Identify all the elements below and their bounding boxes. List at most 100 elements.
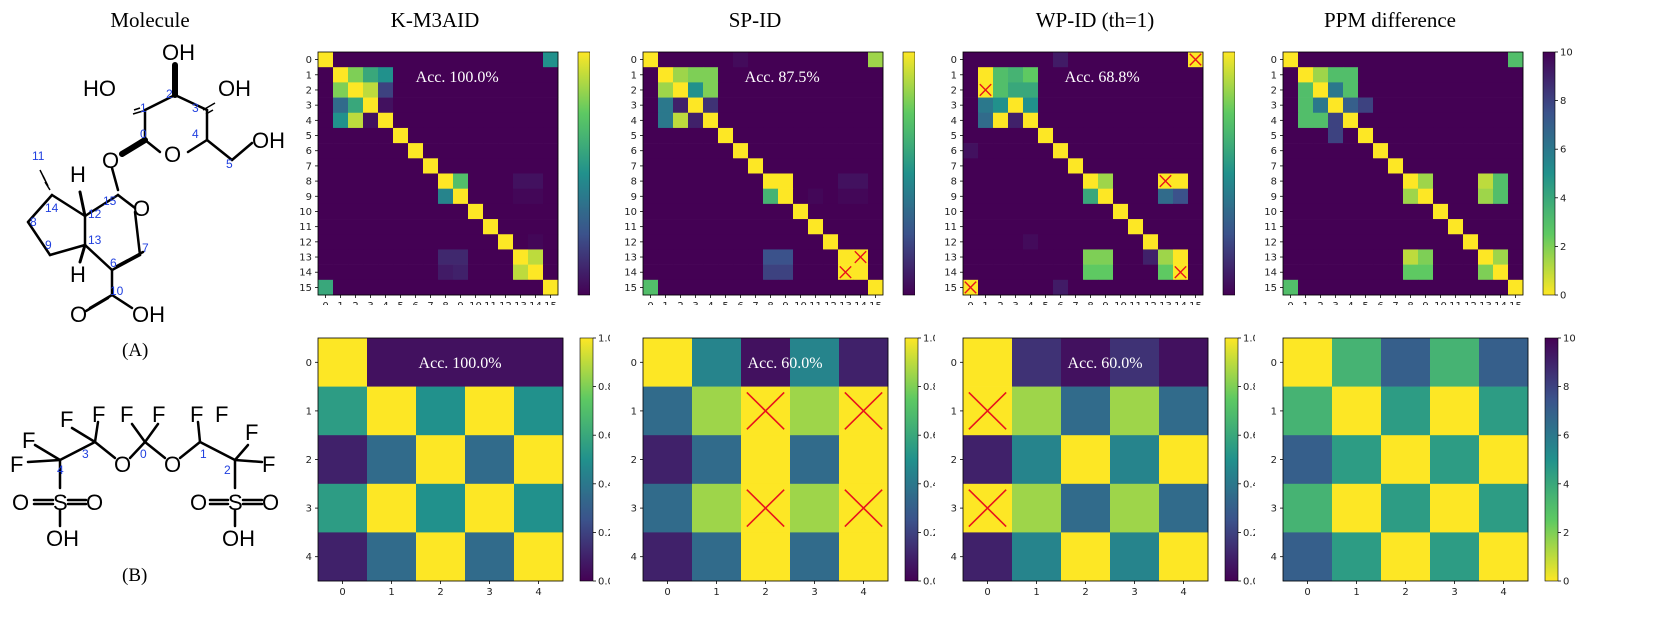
heatmap-cell xyxy=(363,158,379,174)
heatmap-cell xyxy=(763,203,779,220)
heatmap-cell xyxy=(1098,82,1114,98)
y-tick-label: 8 xyxy=(951,177,957,188)
heatmap-cell xyxy=(993,264,1009,281)
heatmap-wpid-b: 0 0 1 1 2 2 3 3 4 4 Acc. 60.0% 0.0 0.2 0.4 0.6 0.8 1.0 xyxy=(951,334,1255,599)
x-tick-label: 14 xyxy=(529,301,542,305)
heatmap-cell xyxy=(838,52,854,68)
heatmap-cell xyxy=(643,112,659,129)
heatmap-cell xyxy=(748,158,764,174)
heatmap-cell xyxy=(748,67,764,83)
heatmap-cell xyxy=(1110,483,1160,533)
heatmap-cell xyxy=(823,219,839,235)
heatmap-cell xyxy=(1313,52,1329,68)
heatmap-cell xyxy=(1061,435,1111,485)
heatmap-cell xyxy=(348,249,364,265)
heatmap-cell xyxy=(543,219,559,235)
heatmap-cell xyxy=(1188,143,1204,159)
x-tick-label: 4 xyxy=(707,301,713,305)
colorbar-tick-label: 0.6 xyxy=(923,431,935,442)
heatmap-cell xyxy=(1283,188,1299,205)
heatmap-cell xyxy=(468,97,484,114)
heatmap-cell xyxy=(1403,52,1419,68)
heatmap-cell xyxy=(1038,82,1054,98)
heatmap-cell xyxy=(688,219,704,235)
heatmap-cell xyxy=(748,143,764,159)
heatmap-cell xyxy=(1038,112,1054,129)
heatmap-cell xyxy=(1328,127,1344,144)
heatmap-cell xyxy=(1038,143,1054,159)
heatmap-cell xyxy=(1098,249,1114,265)
column-title-molecule: Molecule xyxy=(110,8,190,32)
heatmap-cell xyxy=(763,82,779,98)
heatmap-cell xyxy=(838,127,854,144)
atom-o-carbonyl: O xyxy=(70,302,87,327)
heatmap-cell xyxy=(318,386,368,436)
heatmap-cell xyxy=(963,532,1013,582)
y-tick-label: 3 xyxy=(951,504,957,515)
heatmap-cell xyxy=(1068,234,1084,250)
heatmap-cell xyxy=(778,203,794,220)
x-tick-label: 15 xyxy=(1189,301,1202,305)
heatmap-cell xyxy=(868,82,884,98)
heatmap-cell xyxy=(1068,279,1084,296)
heatmap-cell xyxy=(838,249,854,265)
heatmap-cell xyxy=(1283,112,1299,129)
heatmap-cell xyxy=(1328,112,1344,129)
heatmap-cell xyxy=(498,52,514,68)
x-tick-label: 4 xyxy=(535,587,541,598)
colorbar-tick-label: 1.0 xyxy=(598,334,610,345)
heatmap-cell xyxy=(348,97,364,114)
heatmap-cell xyxy=(703,219,719,235)
heatmap-cell xyxy=(408,52,424,68)
heatmap-cell xyxy=(438,158,454,174)
heatmap-cell xyxy=(468,188,484,205)
heatmap-cell xyxy=(1313,67,1329,83)
heatmap-cell xyxy=(963,52,979,68)
heatmap-cell xyxy=(993,279,1009,296)
colorbar xyxy=(577,51,590,296)
heatmap-cell xyxy=(1493,112,1509,129)
heatmap-cell xyxy=(363,97,379,114)
heatmap-cell xyxy=(643,264,659,281)
heatmap-cell xyxy=(1343,249,1359,265)
heatmap-cell xyxy=(453,203,469,220)
accuracy-label: Acc. 68.8% xyxy=(1065,69,1140,86)
heatmap-cell xyxy=(1113,264,1129,281)
atom-number: 13 xyxy=(88,233,102,247)
atom-oh-ch2: OH xyxy=(252,128,285,153)
heatmap-cell xyxy=(348,127,364,144)
heatmap-cell xyxy=(483,203,499,220)
heatmap-cell xyxy=(1493,219,1509,235)
error-cross-icon xyxy=(1174,265,1187,279)
heatmap-cell xyxy=(1143,67,1159,83)
heatmap-cell xyxy=(333,82,349,98)
heatmap-cell xyxy=(528,52,544,68)
heatmap-cell xyxy=(318,112,334,129)
error-cross-icon xyxy=(844,489,883,528)
heatmap-cell xyxy=(1373,264,1389,281)
heatmap-cell xyxy=(993,127,1009,144)
heatmap-cell xyxy=(1283,264,1299,281)
heatmap-cell xyxy=(543,52,559,68)
heatmap-cell xyxy=(643,435,693,485)
heatmap-cell xyxy=(1158,219,1174,235)
heatmap-cell xyxy=(1023,127,1039,144)
heatmap-cell xyxy=(793,234,809,250)
y-tick-label: 3 xyxy=(631,504,637,515)
heatmap-cell xyxy=(718,112,734,129)
heatmap-cell xyxy=(1388,173,1404,189)
heatmap-cell xyxy=(408,112,424,129)
heatmap-cell xyxy=(333,52,349,68)
heatmap-cell xyxy=(1038,188,1054,205)
heatmap-cell xyxy=(318,158,334,174)
heatmap-cell xyxy=(808,82,824,98)
heatmap-cell xyxy=(1158,97,1174,114)
heatmap-cell xyxy=(733,279,749,296)
x-tick-label: 10 xyxy=(469,301,482,305)
heatmap-cell xyxy=(763,127,779,144)
heatmap-cell xyxy=(513,264,529,281)
heatmap-cell xyxy=(1358,97,1374,114)
heatmap-cell xyxy=(1053,82,1069,98)
heatmap-cell xyxy=(1053,97,1069,114)
y-tick-label: 12 xyxy=(944,237,957,248)
